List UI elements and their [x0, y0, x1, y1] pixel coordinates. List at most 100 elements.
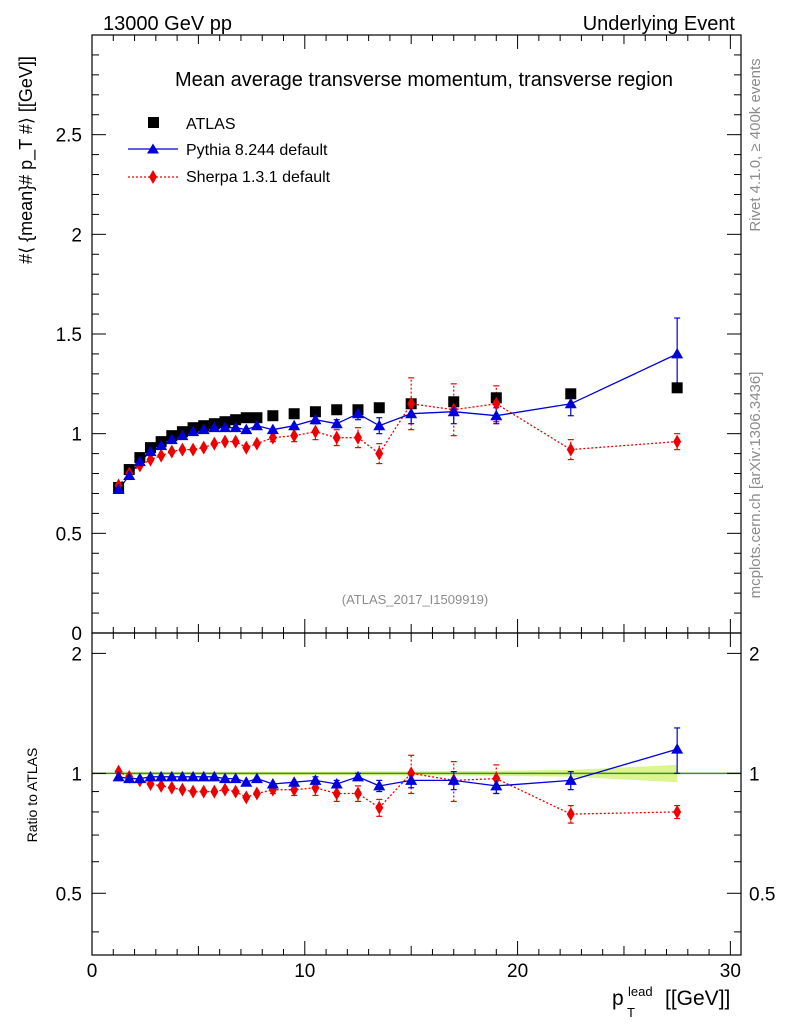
ratio-pythia-point — [218, 772, 231, 784]
sherpa-point — [157, 448, 166, 463]
sherpa-point — [353, 430, 362, 445]
legend-sherpa-label: Sherpa 1.3.1 default — [186, 169, 331, 186]
ratio-pythia-point — [564, 774, 577, 785]
reference-band-layer — [92, 764, 741, 783]
ratio-pythia-point — [250, 772, 263, 784]
main-y-tick-label: 2 — [71, 225, 82, 246]
ratio-pythia-point — [240, 776, 253, 787]
ratio-sherpa-point — [167, 780, 176, 795]
pythia-point — [218, 421, 231, 433]
sherpa-point — [178, 442, 187, 457]
sherpa-point — [566, 442, 575, 457]
ratio-pythia-point — [123, 772, 136, 784]
mcplots-label: mcplots.cern.ch [arXiv:1306.3436] — [747, 372, 764, 599]
ratio-pythia-point — [187, 770, 200, 782]
sherpa-point — [375, 446, 384, 461]
ratio-sherpa-point — [242, 790, 251, 805]
ratio-sherpa-point — [407, 766, 416, 781]
sherpa-point — [220, 434, 229, 449]
legend-atlas-marker — [148, 117, 159, 128]
atlas-point — [240, 412, 252, 424]
atlas-point — [373, 402, 385, 414]
header-right: Underlying Event — [583, 13, 736, 35]
pythia-point — [123, 469, 136, 481]
atlas-point — [309, 406, 321, 418]
x-tick-label: 10 — [294, 961, 315, 982]
sherpa-point — [252, 436, 261, 451]
x-axis-label: p T lead [[GeV]] — [612, 984, 730, 1020]
atlas-point — [288, 408, 300, 420]
sherpa-point — [290, 428, 299, 443]
pythia-point — [288, 419, 301, 431]
pythia-point — [330, 417, 343, 429]
ratio-sherpa-point — [673, 804, 682, 819]
rivet-label: Rivet 4.1.0, ≥ 400k events — [747, 58, 764, 231]
ratio-pythia-point — [208, 770, 221, 782]
pythia-point — [165, 433, 178, 445]
ratio-y-tick-label-left: 0.5 — [56, 884, 82, 905]
ratio-sherpa-point — [332, 786, 341, 801]
legend-sherpa-marker — [149, 170, 157, 184]
sherpa-point — [673, 434, 682, 449]
ratio-sherpa-point — [189, 784, 198, 799]
x-axis-label-unit: [[GeV]] — [665, 987, 730, 1010]
ratio-frame — [91, 632, 742, 956]
sherpa-point — [231, 434, 240, 449]
pythia-point — [405, 407, 418, 419]
sherpa-point — [242, 440, 251, 455]
ratio-sherpa-point — [566, 807, 575, 822]
axes-layer: 0 10 20 30 0 0.5 1 1.5 2 2.5 0.5 0.5 1 1 2 2 — [56, 34, 775, 982]
ratio-y-tick-label-right: 1 — [749, 764, 760, 785]
atlas-point — [267, 410, 279, 422]
ratio-y-tick-label-left: 2 — [71, 644, 82, 665]
ratio-pythia-point — [351, 770, 364, 782]
analysis-watermark: (ATLAS_2017_I1509919) — [342, 592, 488, 607]
pythia-point — [266, 423, 279, 435]
main-y-tick-label: 2.5 — [56, 126, 82, 147]
data-layer — [112, 317, 684, 824]
legend: ATLAS Pythia 8.244 default Sherpa 1.3.1 … — [128, 116, 331, 186]
ratio-pythia-point — [144, 770, 157, 782]
legend-atlas-label: ATLAS — [186, 116, 236, 133]
atlas-point — [448, 396, 460, 408]
ratio-pythia-point — [373, 779, 386, 791]
x-axis-label-main: p — [612, 987, 624, 1010]
sherpa-point — [332, 430, 341, 445]
sherpa-point — [210, 436, 219, 451]
ratio-pythia-point — [229, 772, 242, 784]
ratio-pythia-point — [165, 770, 178, 782]
pythia-point — [240, 423, 253, 435]
ratio-y-tick-label-right: 0.5 — [749, 884, 775, 905]
ratio-pythia-point — [176, 770, 189, 782]
pythia-point — [133, 455, 146, 467]
ratio-pythia-point — [288, 776, 301, 787]
chart-title: Mean average transverse momentum, transv… — [175, 69, 673, 91]
ratio-sherpa-point — [252, 786, 261, 801]
ratio-pythia-point — [671, 743, 684, 754]
sherpa-point — [199, 440, 208, 455]
atlas-point — [565, 388, 577, 400]
ratio-pythia-point — [197, 770, 210, 782]
header-left: 13000 GeV pp — [103, 13, 232, 35]
main-y-tick-label: 1.5 — [56, 325, 82, 346]
pythia-point — [155, 439, 168, 451]
ratio-sherpa-point — [178, 782, 187, 797]
ratio-y-tick-label-right: 2 — [749, 644, 760, 665]
legend-pythia-label: Pythia 8.244 default — [186, 142, 328, 159]
ratio-pythia-point — [490, 779, 503, 791]
ratio-y-tick-label-left: 1 — [71, 764, 82, 785]
ratio-pythia-point — [330, 778, 343, 789]
atlas-point — [230, 414, 242, 426]
atlas-point — [331, 404, 343, 416]
ratio-pythia-point — [309, 774, 322, 785]
pythia-point — [197, 423, 210, 435]
ratio-sherpa-point — [157, 778, 166, 793]
pythia-point — [373, 419, 386, 431]
ratio-y-axis-label: Ratio to ATLAS — [24, 748, 40, 843]
pythia-point — [229, 421, 242, 433]
sherpa-point — [492, 396, 501, 411]
sherpa-point — [189, 442, 198, 457]
pythia-point — [490, 409, 503, 421]
sherpa-point — [407, 396, 416, 411]
